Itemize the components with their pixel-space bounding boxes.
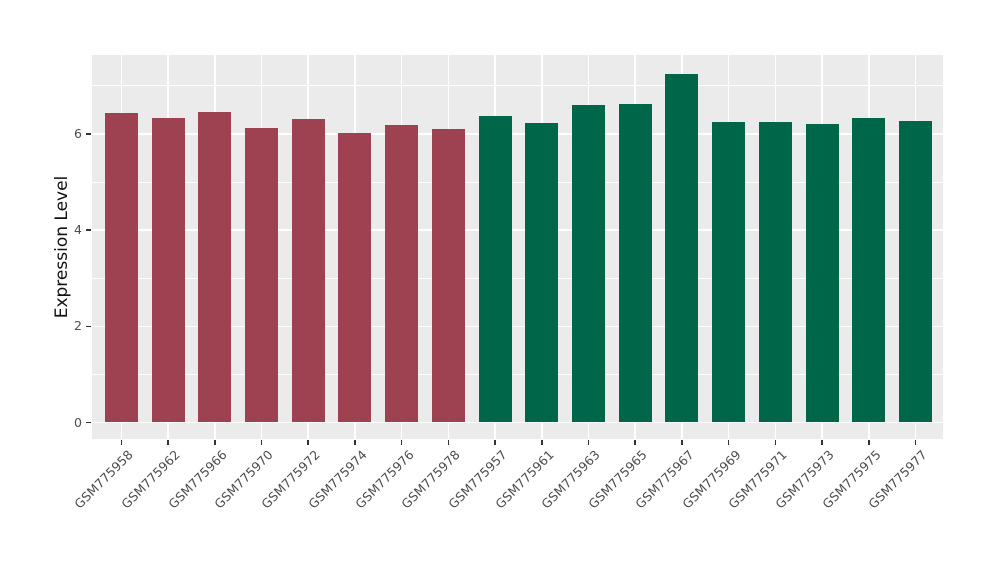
x-tick-mark xyxy=(540,439,543,445)
y-tick-mark xyxy=(85,421,91,424)
minor-gridline xyxy=(92,85,943,87)
y-tick-mark xyxy=(85,133,91,135)
bar-GSM775973 xyxy=(805,123,839,423)
major-gridline xyxy=(92,229,943,231)
x-tick-mark xyxy=(260,439,263,445)
bar-GSM775971 xyxy=(758,121,792,423)
x-tick-mark xyxy=(774,439,777,445)
x-tick-mark xyxy=(868,439,870,445)
plot-panel xyxy=(92,55,943,439)
bar-GSM775976 xyxy=(385,125,419,423)
y-tick-label: 2 xyxy=(74,318,82,334)
y-tick-label: 4 xyxy=(74,222,82,238)
bar-GSM775969 xyxy=(712,122,746,423)
x-tick-mark xyxy=(354,439,356,445)
bar-GSM775958 xyxy=(104,113,138,423)
bar-GSM775957 xyxy=(478,116,512,423)
major-gridline xyxy=(92,133,943,135)
y-tick-mark xyxy=(85,229,91,231)
x-tick-mark xyxy=(914,439,917,445)
x-tick-mark xyxy=(307,439,309,445)
x-tick-mark xyxy=(821,439,823,445)
minor-gridline xyxy=(92,181,943,183)
bar-GSM775966 xyxy=(198,111,232,423)
minor-gridline xyxy=(92,373,943,375)
minor-gridline xyxy=(92,277,943,279)
y-tick-label: 6 xyxy=(74,126,82,142)
bar-GSM775962 xyxy=(151,118,185,423)
bar-GSM775961 xyxy=(525,122,559,423)
x-tick-mark xyxy=(681,439,683,445)
x-tick-mark xyxy=(213,439,216,445)
y-tick-mark xyxy=(85,325,91,328)
bar-GSM775970 xyxy=(244,128,278,423)
x-tick-mark xyxy=(727,439,730,445)
bar-GSM775963 xyxy=(572,104,605,423)
x-tick-mark xyxy=(400,439,403,445)
bar-GSM775978 xyxy=(431,129,465,423)
x-tick-mark xyxy=(120,439,123,445)
x-tick-mark xyxy=(447,439,450,445)
x-tick-mark xyxy=(587,439,590,445)
y-tick-label: 0 xyxy=(74,414,82,430)
major-gridline xyxy=(92,421,943,424)
major-gridline xyxy=(92,325,943,328)
bar-GSM775972 xyxy=(291,118,325,423)
bar-GSM775965 xyxy=(618,103,652,423)
bar-GSM775975 xyxy=(852,118,886,423)
x-tick-mark xyxy=(167,439,169,445)
x-tick-mark xyxy=(634,439,636,445)
bar-GSM775977 xyxy=(899,121,933,423)
bar-GSM775974 xyxy=(338,132,372,423)
x-tick-mark xyxy=(494,439,496,445)
y-axis-title: Expression Level xyxy=(52,175,72,319)
bar-GSM775967 xyxy=(665,73,699,423)
